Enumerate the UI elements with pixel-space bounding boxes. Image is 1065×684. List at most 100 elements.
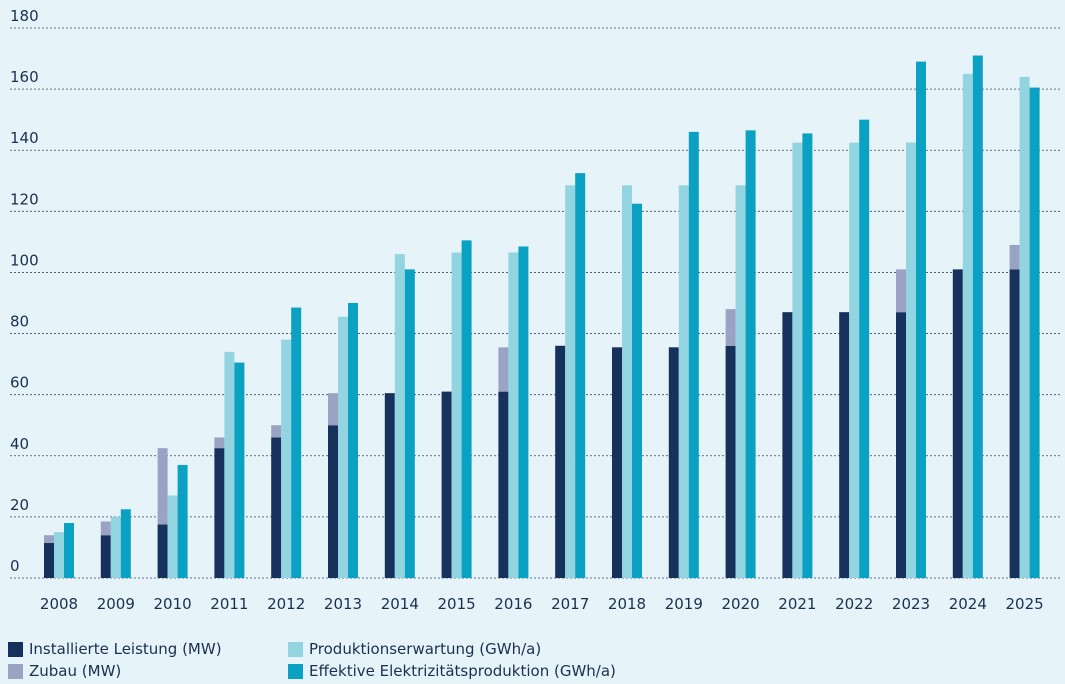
x-tick-2019: 2019 [665,595,703,613]
bar-effektive-elektrizitaetsproduktion-2014 [404,269,415,578]
x-tick-2018: 2018 [608,595,646,613]
bar-produktionserwartung-2012 [281,339,292,578]
bar-effektive-elektrizitaetsproduktion-2024 [972,55,983,578]
bar-effektive-elektrizitaetsproduktion-2016 [518,246,529,578]
x-tick-2025: 2025 [1006,595,1044,613]
bar-produktionserwartung-2016 [508,252,519,579]
y-axis-ticks: 0 20 40 60 80 100 120 140 160 180 [10,7,39,575]
x-tick-2011: 2011 [210,595,248,613]
bar-installierte-leistung-2012 [271,437,282,578]
legend-label-effektive-elektrizitaetsproduktion: Effektive Elektrizitätsproduktion (GWh/a… [309,662,616,680]
bar-installierte-leistung-2014 [384,393,395,578]
x-tick-2015: 2015 [438,595,476,613]
bar-installierte-leistung-2017 [555,345,566,578]
x-tick-2020: 2020 [722,595,760,613]
legend-label-produktionserwartung: Produktionserwartung (GWh/a) [309,640,542,658]
y-tick-0: 0 [10,557,20,575]
legend-item-installierte-leistung: Installierte Leistung (MW) [8,639,222,659]
bar-produktionserwartung-2024 [962,73,973,578]
bar-zubau-2008 [44,535,54,543]
bar-effektive-elektrizitaetsproduktion-2022 [859,119,870,579]
bar-produktionserwartung-2009 [110,516,121,578]
x-axis-ticks: 2008 2009 2010 2011 2012 2013 2014 2015 2016 2017… [40,595,1044,613]
bar-effektive-elektrizitaetsproduktion-2013 [348,303,358,578]
bar-installierte-leistung-2025 [1009,269,1020,578]
bar-installierte-leistung-2022 [839,312,850,578]
legend-swatch-zubau [8,663,23,679]
legend-label-installierte-leistung: Installierte Leistung (MW) [29,640,222,658]
bar-produktionserwartung-2017 [565,185,576,578]
bars [44,55,1040,579]
bar-zubau-2016 [498,347,509,392]
x-tick-2013: 2013 [324,595,362,613]
bar-zubau-2010 [157,448,168,525]
bar-produktionserwartung-2021 [792,142,803,579]
bar-produktionserwartung-2010 [167,495,178,578]
bar-installierte-leistung-2018 [612,347,622,578]
x-tick-2010: 2010 [154,595,192,613]
bar-installierte-leistung-2015 [441,391,452,578]
y-tick-100: 100 [10,251,39,269]
bar-produktionserwartung-2014 [394,254,405,578]
bar-produktionserwartung-2013 [338,316,348,578]
bar-installierte-leistung-2019 [668,347,679,578]
y-tick-60: 60 [10,374,29,392]
bar-effektive-elektrizitaetsproduktion-2011 [234,362,245,578]
bar-zubau-2025 [1009,244,1020,270]
bar-zubau-2009 [100,521,111,536]
legend-label-zubau: Zubau (MW) [29,662,122,680]
bar-produktionserwartung-2020 [735,185,746,578]
bar-produktionserwartung-2025 [1019,76,1030,578]
y-tick-180: 180 [10,7,39,25]
y-tick-120: 120 [10,190,39,208]
x-tick-2008: 2008 [40,595,78,613]
bar-produktionserwartung-2022 [849,142,860,579]
legend-swatch-effektive-elektrizitaetsproduktion [288,663,303,679]
bar-effektive-elektrizitaetsproduktion-2020 [745,130,756,578]
bar-zubau-2012 [271,425,282,438]
bar-installierte-leistung-2013 [328,425,338,578]
y-tick-40: 40 [10,435,29,453]
legend: Installierte Leistung (MW) Zubau (MW) Pr… [8,638,1048,682]
bar-installierte-leistung-2023 [896,312,906,578]
x-tick-2017: 2017 [551,595,589,613]
x-tick-2014: 2014 [381,595,419,613]
y-tick-160: 160 [10,68,39,86]
bar-effektive-elektrizitaetsproduktion-2017 [575,173,586,578]
bar-effektive-elektrizitaetsproduktion-2023 [916,61,926,579]
bar-zubau-2013 [328,393,338,426]
bar-effektive-elektrizitaetsproduktion-2018 [632,203,642,578]
bar-installierte-leistung-2020 [725,345,736,578]
legend-item-zubau: Zubau (MW) [8,661,121,681]
x-tick-2023: 2023 [892,595,930,613]
bar-produktionserwartung-2023 [906,142,916,579]
legend-swatch-produktionserwartung [288,641,303,657]
bar-produktionserwartung-2019 [678,185,689,578]
bar-installierte-leistung-2016 [498,391,509,578]
bar-installierte-leistung-2009 [100,535,111,578]
x-tick-2021: 2021 [778,595,816,613]
legend-item-produktionserwartung: Produktionserwartung (GWh/a) [288,639,541,659]
bar-installierte-leistung-2010 [157,524,168,578]
bar-effektive-elektrizitaetsproduktion-2025 [1029,87,1040,578]
bar-effektive-elektrizitaetsproduktion-2010 [177,464,188,578]
y-tick-140: 140 [10,129,39,147]
bar-installierte-leistung-2024 [952,269,963,578]
bar-effektive-elektrizitaetsproduktion-2021 [802,133,813,578]
x-tick-2009: 2009 [97,595,135,613]
bar-effektive-elektrizitaetsproduktion-2015 [461,240,472,578]
y-tick-20: 20 [10,496,29,514]
bar-installierte-leistung-2008 [44,542,54,578]
y-tick-80: 80 [10,313,29,331]
bar-effektive-elektrizitaetsproduktion-2012 [291,307,302,578]
bar-effektive-elektrizitaetsproduktion-2008 [64,523,74,578]
bar-produktionserwartung-2018 [622,185,632,578]
bar-produktionserwartung-2015 [451,252,462,579]
gridlines [10,27,1060,579]
bar-zubau-2011 [214,437,225,449]
legend-swatch-installierte-leistung [8,641,23,657]
x-tick-2012: 2012 [267,595,305,613]
bar-produktionserwartung-2008 [54,532,64,578]
x-tick-2022: 2022 [835,595,873,613]
